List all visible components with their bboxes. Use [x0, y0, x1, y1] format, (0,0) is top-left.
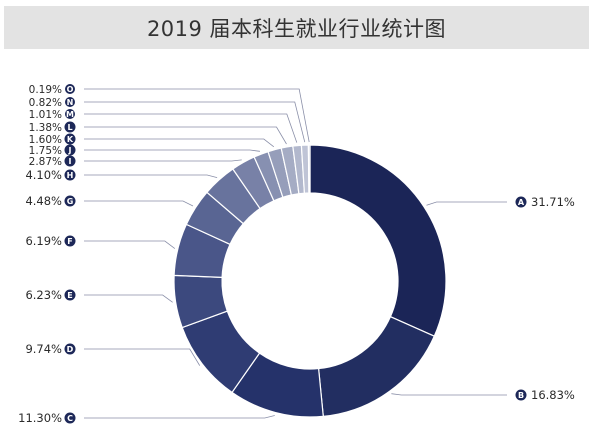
label-c: 11.30% [18, 411, 62, 425]
badge-g [64, 195, 76, 207]
label-d: 9.74% [25, 342, 62, 356]
leader-line-h [84, 174, 218, 178]
badge-c [64, 412, 76, 424]
badge-b [515, 389, 527, 401]
chart-title: 2019 届本科生就业行业统计图 [146, 16, 447, 41]
label-l: 1.38% [29, 122, 62, 134]
badge-n [65, 97, 75, 107]
leader-line-c [84, 415, 275, 419]
label-e: 6.23% [25, 288, 62, 302]
badge-letter-j: J [68, 146, 72, 155]
leader-line-b [391, 393, 507, 396]
leader-line-i [84, 159, 242, 162]
leader-line-n [84, 101, 306, 143]
leader-line-a [426, 201, 507, 206]
label-a: 31.71% [531, 195, 575, 209]
label-m: 1.01% [29, 109, 62, 121]
badge-letter-m: M [66, 110, 74, 119]
badge-f [64, 235, 76, 247]
badge-letter-l: L [67, 123, 72, 132]
label-f: 6.19% [25, 234, 62, 248]
leader-line-d [84, 348, 201, 366]
leader-line-k [84, 138, 275, 148]
leader-line-f [84, 240, 176, 249]
badge-letter-h: H [67, 171, 74, 180]
badge-d [64, 343, 76, 355]
badge-letter-a: A [518, 198, 525, 207]
badge-letter-k: K [67, 135, 74, 144]
label-n: 0.82% [29, 97, 62, 109]
badge-letter-f: F [67, 237, 72, 246]
badge-letter-b: B [518, 391, 524, 400]
badge-letter-o: O [67, 85, 74, 94]
leader-line-j [84, 149, 260, 152]
badge-k [64, 133, 76, 145]
slice-o [307, 144, 311, 194]
leader-line-g [84, 200, 194, 207]
label-g: 4.48% [25, 194, 62, 208]
badge-letter-i: I [69, 157, 72, 166]
badge-letter-n: N [67, 98, 74, 107]
badge-letter-d: D [67, 345, 74, 354]
leader-line-e [84, 294, 173, 303]
label-i: 2.87% [29, 156, 62, 168]
badge-h [64, 169, 76, 181]
badge-i [64, 155, 76, 167]
leader-line-m [84, 113, 298, 143]
badge-m [65, 109, 75, 119]
badge-letter-g: G [67, 197, 74, 206]
badge-e [64, 289, 76, 301]
slice-b [317, 315, 436, 418]
label-b: 16.83% [531, 388, 575, 402]
badge-j [64, 144, 76, 156]
leader-line-o [84, 88, 310, 143]
label-o: 0.19% [29, 84, 62, 96]
label-j: 1.75% [29, 145, 62, 157]
badge-letter-e: E [67, 291, 72, 300]
badge-l [64, 121, 76, 133]
label-k: 1.60% [29, 134, 62, 146]
badge-o [65, 84, 75, 94]
label-h: 4.10% [25, 168, 62, 182]
title-bar: 2019 届本科生就业行业统计图 [4, 6, 589, 49]
leader-line-l [84, 126, 287, 145]
badge-a [515, 196, 527, 208]
slice-a [309, 144, 447, 337]
badge-letter-c: C [67, 414, 73, 423]
